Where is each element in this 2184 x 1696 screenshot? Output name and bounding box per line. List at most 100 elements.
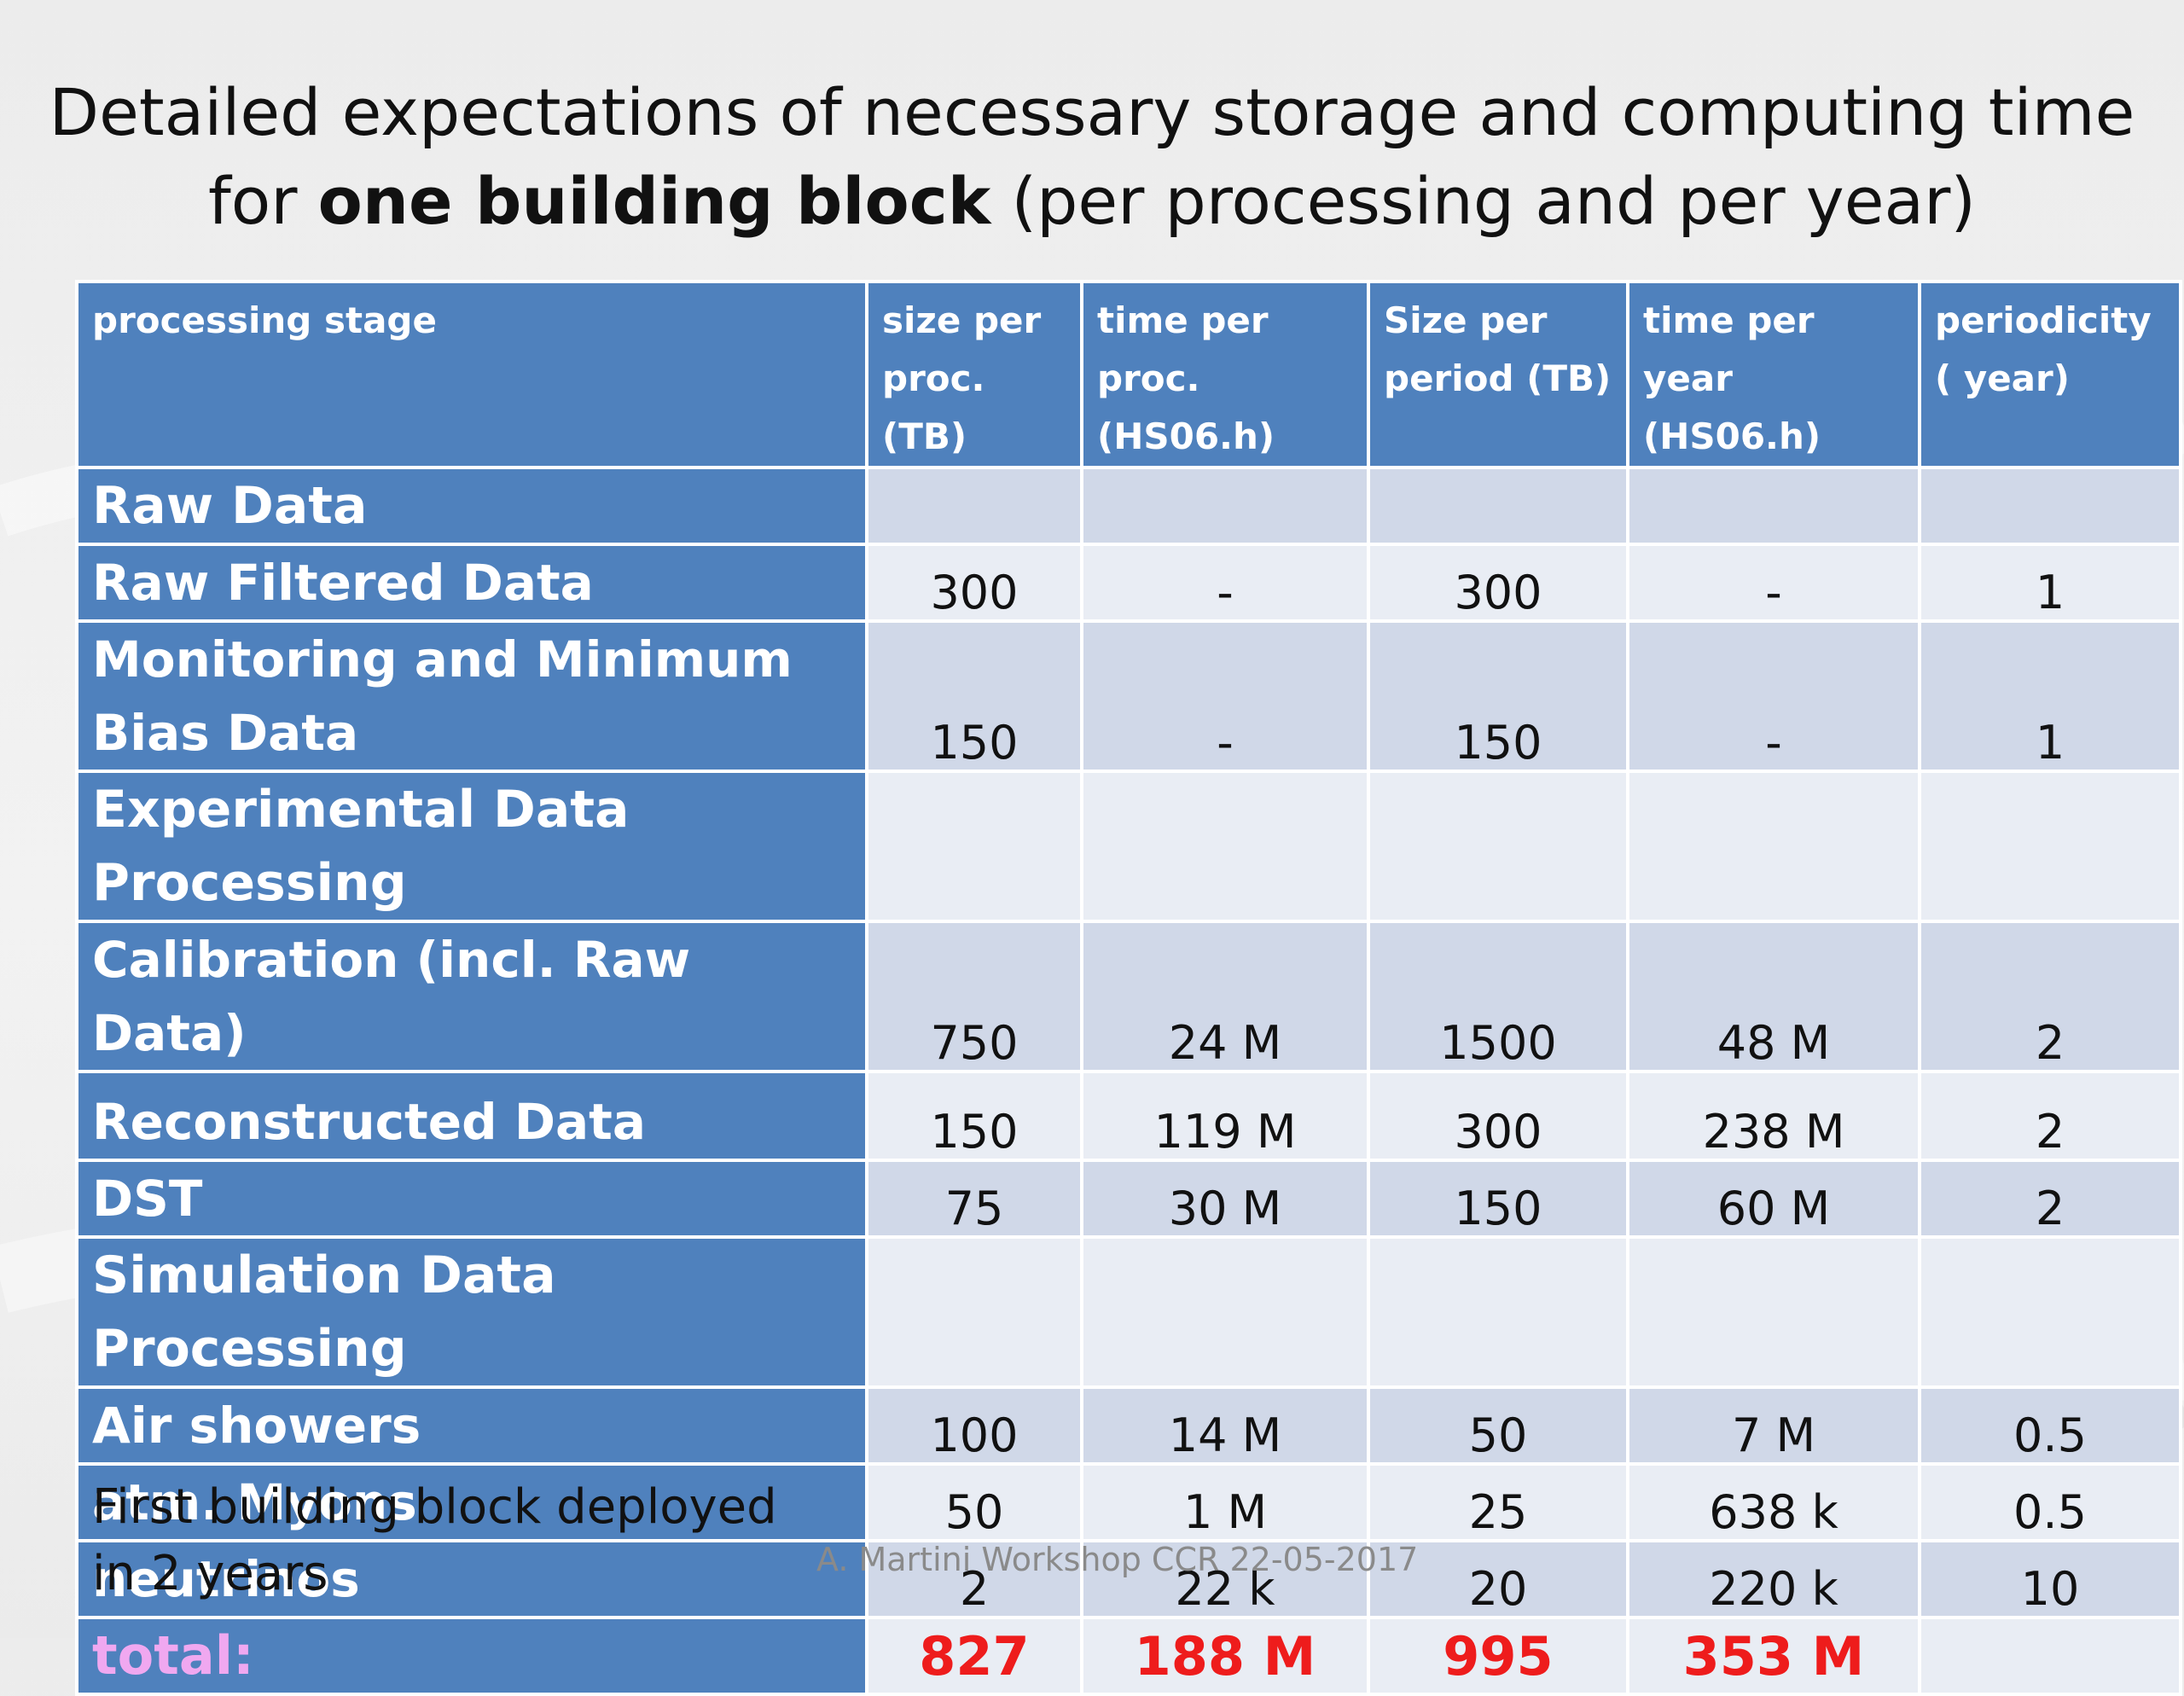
cell-time-per-year: 60 M (1629, 1162, 1918, 1235)
row-label: Reconstructed Data (78, 1073, 865, 1159)
cell-time-per-year: - (1629, 623, 1918, 770)
cell-size-per-period: 25 (1370, 1466, 1626, 1539)
row-label: Raw Data (78, 469, 865, 543)
row-label: Calibration (incl. Raw Data) (78, 923, 865, 1070)
table-row: Experimental Data Processing (78, 773, 2179, 920)
cell-size-per-proc (868, 773, 1080, 920)
cell-size-per-period: 300 (1370, 1073, 1626, 1159)
header-processing-stage: processing stage (78, 283, 865, 466)
row-label: Experimental Data Processing (78, 773, 865, 920)
table-row: Raw Data (78, 469, 2179, 543)
table-header-row: processing stage size per proc. (TB) tim… (78, 283, 2179, 466)
cell-time-per-proc: 14 M (1083, 1389, 1367, 1462)
title-line-2-prefix: for (208, 163, 318, 239)
header-time-per-proc: time per proc. (HS06.h) (1083, 283, 1367, 466)
cell-periodicity: 0.5 (1921, 1389, 2179, 1462)
header-size-per-period: Size per period (TB) (1370, 283, 1626, 466)
cell-time-per-proc (1083, 1239, 1367, 1385)
cell-time-per-proc: 22 k (1083, 1542, 1367, 1616)
table-row: neutrinos 2 22 k 20 220 k 10 (78, 1542, 2179, 1616)
cell-periodicity: 1 (1921, 546, 2179, 619)
cell-periodicity: 2 (1921, 1162, 2179, 1235)
total-row: total: 827 188 M 995 353 M (78, 1619, 2179, 1693)
cell-size-per-period (1370, 773, 1626, 920)
cell-size-per-proc: 750 (868, 923, 1080, 1070)
table-row: DST 75 30 M 150 60 M 2 (78, 1162, 2179, 1235)
cell-time-per-proc: 119 M (1083, 1073, 1367, 1159)
cell-time-per-year: 238 M (1629, 1073, 1918, 1159)
header-time-per-year: time per year (HS06.h) (1629, 283, 1918, 466)
cell-size-per-period: 50 (1370, 1389, 1626, 1462)
cell-periodicity (1921, 469, 2179, 543)
table-row: Simulation Data Processing (78, 1239, 2179, 1385)
cell-time-per-year (1629, 1239, 1918, 1385)
cell-size-per-period: 150 (1370, 623, 1626, 770)
cell-time-per-proc: 1 M (1083, 1466, 1367, 1539)
cell-time-per-proc (1083, 773, 1367, 920)
row-label: neutrinos (78, 1542, 865, 1616)
cell-time-per-year: - (1629, 546, 1918, 619)
cell-time-per-year: 48 M (1629, 923, 1918, 1070)
slide-title: Detailed expectations of necessary stora… (0, 68, 2184, 246)
cell-periodicity: 2 (1921, 1073, 2179, 1159)
cell-size-per-proc: 50 (868, 1466, 1080, 1539)
cell-periodicity: 1 (1921, 623, 2179, 770)
total-time-per-year: 353 M (1629, 1619, 1918, 1693)
cell-time-per-year: 220 k (1629, 1542, 1918, 1616)
cell-time-per-proc (1083, 469, 1367, 543)
cell-periodicity (1921, 1239, 2179, 1385)
row-label: Air showers (78, 1389, 865, 1462)
cell-size-per-period (1370, 1239, 1626, 1385)
cell-size-per-proc: 150 (868, 623, 1080, 770)
header-size-per-proc: size per proc. (TB) (868, 283, 1080, 466)
deployment-note: First building block deployed in 2 years (92, 1474, 777, 1607)
row-label: Monitoring and Minimum Bias Data (78, 623, 865, 770)
cell-size-per-period: 150 (1370, 1162, 1626, 1235)
cell-periodicity (1921, 773, 2179, 920)
row-label: Raw Filtered Data (78, 546, 865, 619)
header-periodicity: periodicity ( year) (1921, 283, 2179, 466)
total-size-per-period: 995 (1370, 1619, 1626, 1693)
table-row: Air showers 100 14 M 50 7 M 0.5 (78, 1389, 2179, 1462)
cell-size-per-proc: 100 (868, 1389, 1080, 1462)
cell-size-per-period (1370, 469, 1626, 543)
cell-periodicity: 2 (1921, 923, 2179, 1070)
slide-footer: A. Martini Workshop CCR 22-05-2017 (816, 1541, 1419, 1578)
row-label: Simulation Data Processing (78, 1239, 865, 1385)
cell-time-per-year: 7 M (1629, 1389, 1918, 1462)
cell-size-per-period: 1500 (1370, 923, 1626, 1070)
cell-time-per-proc: - (1083, 623, 1367, 770)
row-label: DST (78, 1162, 865, 1235)
cell-size-per-proc: 300 (868, 546, 1080, 619)
title-line-2: for one building block (per processing a… (0, 157, 2184, 246)
title-line-2-suffix: (per processing and per year) (990, 163, 1976, 239)
cell-size-per-proc: 75 (868, 1162, 1080, 1235)
cell-time-per-proc: - (1083, 546, 1367, 619)
cell-size-per-proc (868, 469, 1080, 543)
cell-time-per-year: 638 k (1629, 1466, 1918, 1539)
note-line-2: in 2 years (92, 1546, 328, 1601)
cell-periodicity: 0.5 (1921, 1466, 2179, 1539)
cell-time-per-proc: 30 M (1083, 1162, 1367, 1235)
cell-time-per-year (1629, 773, 1918, 920)
cell-time-per-proc: 24 M (1083, 923, 1367, 1070)
table-row: Calibration (incl. Raw Data) 750 24 M 15… (78, 923, 2179, 1070)
total-periodicity (1921, 1619, 2179, 1693)
table-row: Raw Filtered Data 300 - 300 - 1 (78, 546, 2179, 619)
cell-time-per-year (1629, 469, 1918, 543)
cell-periodicity: 10 (1921, 1542, 2179, 1616)
cell-size-per-period: 300 (1370, 546, 1626, 619)
table-row: Monitoring and Minimum Bias Data 150 - 1… (78, 623, 2179, 770)
total-time-per-proc: 188 M (1083, 1619, 1367, 1693)
title-line-2-bold: one building block (317, 163, 991, 239)
note-line-1: First building block deployed (92, 1479, 777, 1535)
cell-size-per-proc (868, 1239, 1080, 1385)
title-line-1: Detailed expectations of necessary stora… (49, 74, 2135, 150)
cell-size-per-proc: 150 (868, 1073, 1080, 1159)
cell-size-per-period: 20 (1370, 1542, 1626, 1616)
total-label: total: (78, 1619, 865, 1693)
cell-size-per-proc: 2 (868, 1542, 1080, 1616)
total-size-per-proc: 827 (868, 1619, 1080, 1693)
row-label: atm. Myons (78, 1466, 865, 1539)
table-row: Reconstructed Data 150 119 M 300 238 M 2 (78, 1073, 2179, 1159)
